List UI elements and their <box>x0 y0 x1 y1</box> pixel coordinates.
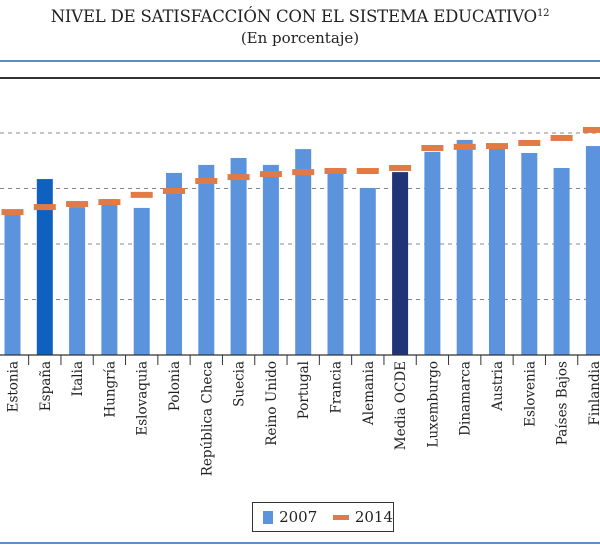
marker-2014-4 <box>130 191 153 198</box>
bar-2007-1 <box>36 179 53 355</box>
bar-2007-3 <box>101 199 118 355</box>
legend: 2007 2014 <box>252 502 394 532</box>
marker-2014-2 <box>66 201 89 208</box>
x-label-0: Estonia <box>6 361 22 412</box>
bar-2007-8 <box>262 164 279 355</box>
top-rule <box>0 60 600 62</box>
marker-2014-8 <box>259 171 282 178</box>
x-label-15: Austria <box>490 361 506 412</box>
x-label-13: Luxemburgo <box>425 361 441 448</box>
chart-subtitle: (En porcentaje) <box>240 29 360 47</box>
marker-2014-17 <box>550 134 573 141</box>
x-label-2: Italia <box>70 361 86 397</box>
marker-2014-13 <box>421 144 444 151</box>
x-label-3: Hungría <box>102 361 118 418</box>
x-label-8: Reino Unido <box>264 361 280 446</box>
bar-2007-6 <box>198 164 215 355</box>
bar-2007-13 <box>424 151 441 355</box>
bar-2007-5 <box>166 172 182 355</box>
x-axis-labels: Estonia España Italia Hungría Eslovaquia Polo… <box>6 361 600 476</box>
bar-2007-0 <box>4 214 21 355</box>
bar-2007-12 <box>392 172 409 355</box>
bar-2007-9 <box>295 149 312 355</box>
footnote-reference: 12 <box>536 8 550 19</box>
marker-2014-3 <box>98 199 121 206</box>
x-label-12: Media OCDE <box>393 361 409 450</box>
bar-2007-16 <box>521 152 538 355</box>
marker-2014-10 <box>324 168 347 175</box>
x-label-14: Dinamarca <box>458 361 474 436</box>
marker-2014-12 <box>389 164 412 171</box>
bar-2007-7 <box>230 157 247 355</box>
marker-2014-1 <box>33 204 56 211</box>
marker-2014-9 <box>292 169 315 176</box>
chart-plot: Estonia España Italia Hungría Eslovaquia Polo… <box>0 126 600 476</box>
markers-2014 <box>1 126 600 216</box>
x-label-18: Finlandia <box>587 361 600 425</box>
bar-2007-18 <box>585 146 600 355</box>
marker-2014-7 <box>227 174 250 181</box>
marker-2014-5 <box>163 187 185 194</box>
chart-title: NIVEL DE SATISFACCIÓN CON EL SISTEMA EDU… <box>0 7 600 26</box>
bar-2007-10 <box>327 167 344 355</box>
legend-swatch-2014 <box>333 514 349 520</box>
x-label-9: Portugal <box>296 361 312 419</box>
bar-2007-2 <box>69 207 86 355</box>
bar-2007-17 <box>553 167 570 355</box>
bar-2007-11 <box>359 187 376 355</box>
marker-2014-6 <box>195 178 218 185</box>
x-label-1: España <box>38 361 54 411</box>
marker-2014-16 <box>518 139 541 146</box>
frame-top-line <box>0 77 600 79</box>
x-label-4: Eslovaquia <box>135 361 151 436</box>
x-label-17: Países Bajos <box>555 361 571 445</box>
marker-2014-11 <box>356 168 379 175</box>
bars-2007 <box>4 139 600 355</box>
bar-2007-4 <box>133 207 150 355</box>
x-axis-ticks <box>28 355 579 365</box>
marker-2014-14 <box>453 143 476 150</box>
legend-label-2007: 2007 <box>279 508 318 526</box>
marker-2014-18 <box>582 126 600 133</box>
x-label-16: Eslovenia <box>522 361 538 427</box>
marker-2014-15 <box>486 143 508 150</box>
bar-2007-14 <box>456 139 473 355</box>
x-label-7: Suecia <box>232 361 248 407</box>
bottom-rule <box>0 542 600 544</box>
x-label-6: República Checa <box>199 361 215 476</box>
legend-label-2014: 2014 <box>354 508 393 526</box>
marker-2014-0 <box>1 209 24 216</box>
bar-2007-15 <box>489 147 505 355</box>
x-label-11: Alemania <box>361 361 377 426</box>
legend-swatch-2007 <box>263 510 274 524</box>
chart-title-text: NIVEL DE SATISFACCIÓN CON EL SISTEMA EDU… <box>50 7 537 26</box>
x-label-5: Polonia <box>167 361 183 411</box>
x-label-10: Francia <box>329 361 345 414</box>
